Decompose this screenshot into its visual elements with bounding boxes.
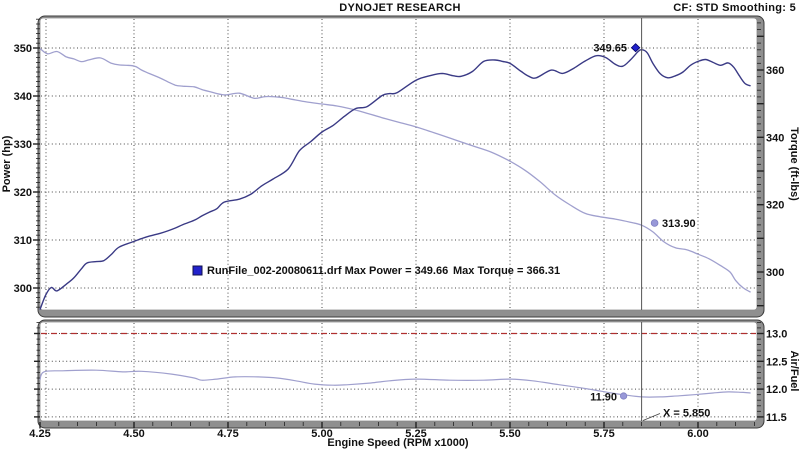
airfuel-curve xyxy=(39,369,751,398)
rpm-tick-label: 4.25 xyxy=(29,428,50,440)
airfuel-tick-label: 12.5 xyxy=(766,356,787,368)
torque-cursor-marker-icon xyxy=(650,219,659,227)
rpm-tick-label: 4.75 xyxy=(217,428,238,440)
power-tick-label: 340 xyxy=(14,91,32,103)
power-axis-title: Power (hp) xyxy=(1,135,13,192)
power-tick-label: 310 xyxy=(14,235,32,247)
rpm-tick-label: 4.50 xyxy=(123,428,144,440)
airfuel-tick-label: 13.0 xyxy=(766,329,787,341)
legend-runfile-maxpower: RunFile_002-20080611.drf Max Power = 349… xyxy=(207,265,448,277)
rpm-tick-label: 6.00 xyxy=(687,428,708,440)
power-curve xyxy=(39,48,751,310)
tick-labels: 300 310 320 330 340 350 300 320 340 360 11.5 12.0 12… xyxy=(14,43,788,440)
torque-axis-title: Torque (ft-lbs) xyxy=(788,127,800,201)
power-tick-label: 300 xyxy=(14,283,32,295)
chart-frames xyxy=(37,15,765,429)
torque-tick-label: 360 xyxy=(766,65,784,77)
legend-maxtorque: Max Torque = 366.31 xyxy=(453,265,560,277)
legend-swatch-icon xyxy=(192,265,203,276)
torque-tick-label: 300 xyxy=(766,267,784,279)
cursor-x-label: X = 5.850 xyxy=(663,408,710,420)
power-tick-label: 330 xyxy=(14,139,32,151)
rpm-tick-label: 5.25 xyxy=(405,428,426,440)
rpm-tick-label: 5.00 xyxy=(311,428,332,440)
airfuel-tick-label: 11.5 xyxy=(766,412,787,424)
af-plot-area[interactable] xyxy=(39,321,758,422)
correction-smoothing-label: CF: STD Smoothing: 5 xyxy=(673,2,796,14)
airfuel-tick-label: 12.0 xyxy=(766,384,787,396)
power-tick-label: 320 xyxy=(14,187,32,199)
power-tick-label: 350 xyxy=(14,43,32,55)
torque-tick-label: 340 xyxy=(766,132,784,144)
page-title: DYNOJET RESEARCH xyxy=(339,2,461,14)
airfuel-axis-title: Air/Fuel xyxy=(788,351,800,392)
cursor-label-leader-line xyxy=(642,413,661,421)
torque-tick-label: 320 xyxy=(766,200,784,212)
gridlines xyxy=(41,19,756,420)
axis-ticks xyxy=(33,18,764,429)
af-cursor-marker-icon xyxy=(619,392,628,400)
power-cursor-marker-icon xyxy=(630,43,641,53)
af-cursor-value: 11.90 xyxy=(590,392,617,404)
x-axis-title: Engine Speed (RPM x1000) xyxy=(327,437,469,449)
power-cursor-value: 349.65 xyxy=(593,43,627,55)
curves xyxy=(39,47,751,398)
rpm-tick-label: 5.50 xyxy=(499,428,520,440)
rpm-tick-label: 5.75 xyxy=(593,428,614,440)
torque-curve xyxy=(39,47,751,293)
torque-cursor-value: 313.90 xyxy=(662,218,696,230)
